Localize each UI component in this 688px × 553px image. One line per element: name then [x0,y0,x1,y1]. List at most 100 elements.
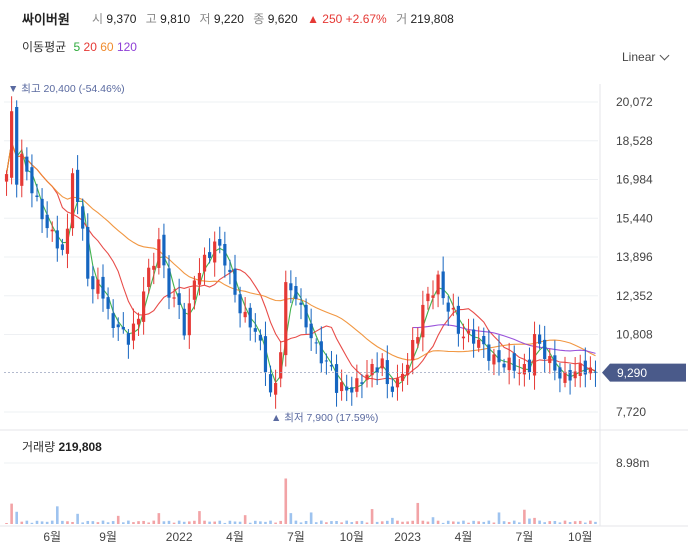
volume-bar [228,520,232,524]
candle-body [101,276,105,299]
volume-bar [182,521,186,524]
volume-bar [269,520,272,524]
candle-body [411,339,415,361]
y-tick-label: 7,720 [616,405,646,419]
volume-bar [431,517,435,524]
candle-body [355,378,359,392]
volume-bar [340,522,343,524]
candle-body [208,252,212,258]
x-tick-label: 6월 [43,530,61,544]
candle-body [213,241,217,263]
candle-body [456,305,460,334]
volume-bar [411,520,414,524]
candle-body [532,334,537,376]
volume-bar [477,521,480,524]
volume-bar [518,522,521,524]
volume-bar [320,520,323,524]
candle-body [91,276,95,290]
candle-body [106,297,110,309]
candle-body [568,369,572,381]
candle-body [50,229,54,232]
volume-bar [56,506,59,524]
volume-bar [314,522,318,524]
volume-bar [533,517,536,524]
candle-body [192,280,196,300]
candle-body [593,371,598,373]
volume-bar [76,513,79,524]
volume-bar [391,517,394,524]
x-axis: 6월 9월 2022 4월 7월 10월 2023 4월 7월 10월 [43,530,592,544]
candle-body [583,360,587,375]
volume-bar [548,521,552,524]
candle-body [522,364,526,375]
candle-body [543,339,547,359]
open-label: 시 [92,12,104,26]
volume-panel-title: 거래량 219,808 [22,438,102,455]
ma-60: 60 [100,40,114,54]
candle-body [482,335,486,345]
volume-bar [147,522,150,524]
scale-select[interactable]: Linear [622,50,670,64]
volume-bar [507,522,511,524]
x-tick-label: 9월 [99,530,117,544]
volume-bar [213,521,216,524]
volume-bar [106,522,110,524]
volume-bar [589,520,592,524]
moving-average-legend[interactable]: 이동평균 5 20 60 120 [22,38,137,55]
candle-body [370,363,374,376]
low-value: 9,220 [213,12,244,26]
candle-body [406,364,410,376]
candle-body [274,383,278,395]
volume-bar [452,521,455,524]
y-tick-label: 20,072 [616,95,653,109]
volume-bar [122,522,125,524]
volume-bar [584,522,587,524]
volume-bar [152,520,156,524]
volume-bar [5,522,8,524]
volume-bar [50,520,54,524]
candle-body [136,318,141,325]
candle-body [131,323,136,341]
candle-body [426,293,430,302]
volume-bar [457,521,460,524]
candle-body [86,226,90,279]
volume-bar [573,521,577,524]
candle-body [497,350,501,363]
high-value: 9,810 [160,12,191,26]
volume-bar [142,520,145,524]
volume-panel-value: 219,808 [58,440,102,454]
candle-body [446,302,450,312]
volume-bar [223,522,227,524]
volume-bar [127,520,130,524]
candle-body [238,294,242,314]
volume-bar [441,522,445,524]
candle-body [157,239,161,268]
volume-bar [30,522,34,524]
candle-body [177,293,181,305]
candle-body [202,254,207,272]
volume-label: 거 [396,12,408,26]
candle-body [172,297,176,299]
volume-bar [401,521,404,524]
volume-bar [218,520,222,524]
candle-body [187,303,191,336]
candle-body [55,230,59,249]
x-tick-label: 2023 [394,530,421,544]
candle-body [142,291,146,322]
volume-bar [467,522,470,524]
volume-bar [238,521,242,524]
volume-bar [101,520,105,524]
candle-body [20,153,24,186]
candle-body [329,365,334,367]
moving-average-label: 이동평균 [22,40,67,54]
volume-bar [578,520,582,524]
volume-bar [111,521,115,524]
volume-bar [274,522,277,524]
candle-body [167,268,171,298]
candle-body [553,355,557,371]
stock-name: 싸이버원 [22,12,70,27]
volume-bar [264,521,267,524]
candle-body [96,279,100,294]
volume-bar [243,515,247,524]
